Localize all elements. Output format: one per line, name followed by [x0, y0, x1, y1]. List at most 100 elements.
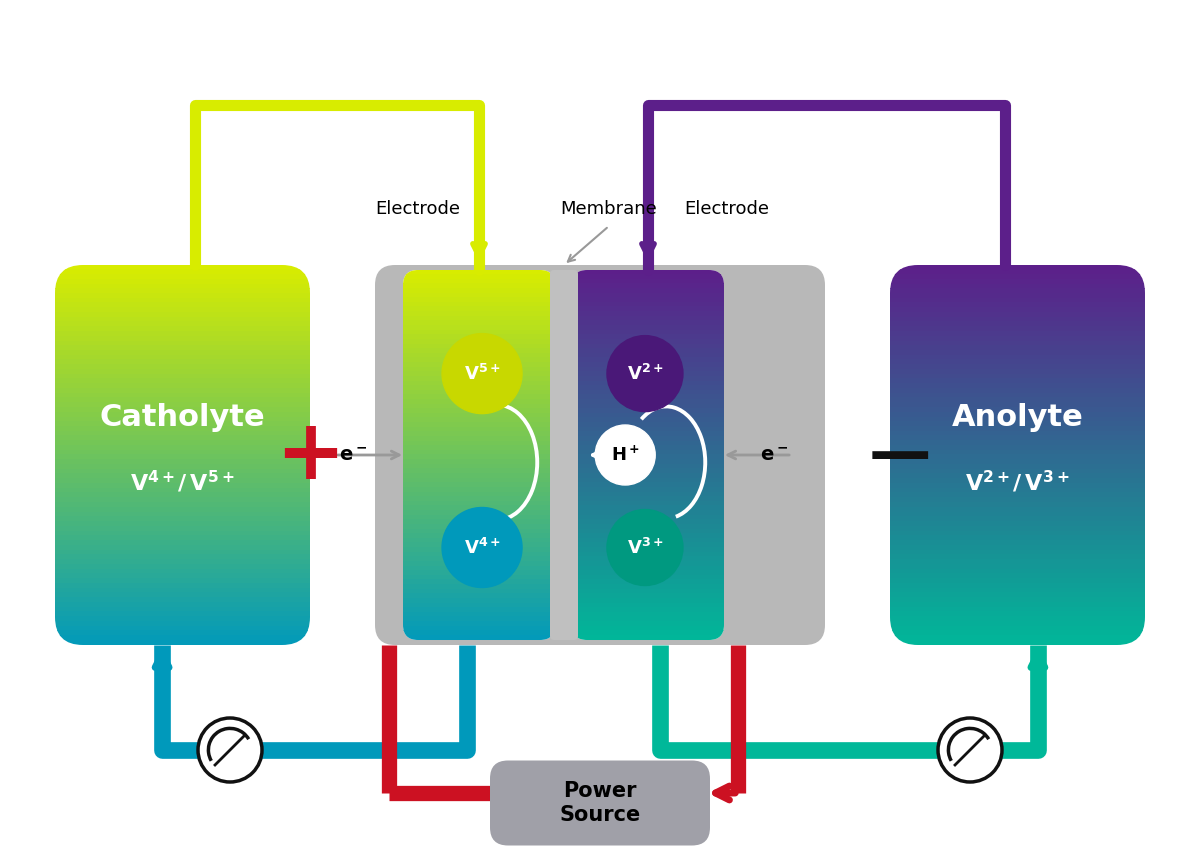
Bar — [55, 383, 310, 388]
Bar — [55, 284, 310, 289]
Bar — [572, 306, 724, 311]
Bar — [572, 588, 724, 593]
Bar — [890, 364, 1145, 369]
Bar — [403, 330, 554, 335]
Bar — [890, 398, 1145, 403]
Bar — [403, 519, 554, 524]
Text: +: + — [275, 415, 346, 496]
Bar — [572, 436, 724, 441]
Bar — [572, 528, 724, 534]
Text: Power
Source: Power Source — [559, 781, 641, 824]
Bar — [403, 385, 554, 390]
Bar — [55, 269, 310, 274]
Bar — [403, 603, 554, 608]
Bar — [890, 340, 1145, 345]
Bar — [890, 279, 1145, 284]
Bar — [55, 563, 310, 569]
Bar — [403, 557, 554, 562]
Bar — [572, 399, 724, 404]
Bar — [403, 394, 554, 399]
Bar — [403, 417, 554, 422]
Bar — [403, 463, 554, 469]
Text: Anolyte: Anolyte — [952, 403, 1084, 432]
Bar — [572, 408, 724, 413]
Bar — [572, 598, 724, 603]
Bar — [890, 402, 1145, 408]
Bar — [403, 325, 554, 330]
Bar — [55, 635, 310, 640]
Bar — [572, 440, 724, 445]
Bar — [403, 547, 554, 552]
Bar — [890, 550, 1145, 555]
Bar — [403, 348, 554, 353]
Text: $\mathbf{V^{4+}}$: $\mathbf{V^{4+}}$ — [463, 538, 500, 557]
Bar — [890, 563, 1145, 569]
Bar — [403, 611, 554, 616]
Bar — [403, 376, 554, 381]
Bar — [403, 580, 554, 585]
Text: $\mathbf{V^{5+}}$: $\mathbf{V^{5+}}$ — [463, 363, 500, 384]
Bar — [890, 640, 1145, 645]
Circle shape — [595, 425, 655, 485]
Bar — [403, 584, 554, 589]
Bar — [572, 459, 724, 464]
Bar — [572, 315, 724, 321]
Bar — [403, 473, 554, 478]
Bar — [890, 412, 1145, 417]
Bar — [890, 540, 1145, 545]
Bar — [403, 505, 554, 510]
Bar — [890, 336, 1145, 341]
Bar — [572, 611, 724, 616]
Bar — [403, 542, 554, 547]
Bar — [55, 435, 310, 440]
Bar — [890, 593, 1145, 598]
Bar — [55, 621, 310, 626]
FancyBboxPatch shape — [403, 270, 556, 640]
Bar — [55, 279, 310, 284]
Bar — [572, 330, 724, 335]
Bar — [403, 528, 554, 534]
Bar — [890, 626, 1145, 631]
Bar — [890, 492, 1145, 498]
Bar — [403, 510, 554, 515]
Bar — [403, 298, 554, 303]
Bar — [890, 487, 1145, 493]
Bar — [55, 364, 310, 369]
Bar — [403, 561, 554, 566]
Bar — [572, 505, 724, 510]
Bar — [55, 545, 310, 550]
Bar — [572, 283, 724, 288]
Bar — [55, 402, 310, 408]
Bar — [55, 412, 310, 417]
Bar — [55, 502, 310, 507]
Bar — [890, 450, 1145, 455]
Bar — [403, 626, 554, 631]
Text: Electrode: Electrode — [376, 200, 461, 218]
Bar — [55, 640, 310, 645]
Bar — [403, 362, 554, 367]
Bar — [572, 422, 724, 428]
Bar — [403, 283, 554, 288]
Bar — [403, 315, 554, 321]
Bar — [55, 355, 310, 360]
Text: $\mathbf{e^-}$: $\mathbf{e^-}$ — [760, 445, 788, 464]
Bar — [890, 435, 1145, 440]
Bar — [572, 362, 724, 367]
Bar — [890, 369, 1145, 374]
Bar — [55, 293, 310, 298]
Bar — [55, 321, 310, 327]
Bar — [890, 264, 1145, 269]
Bar — [403, 422, 554, 428]
Bar — [572, 510, 724, 515]
Bar — [572, 404, 724, 409]
Bar — [55, 369, 310, 374]
Bar — [890, 611, 1145, 616]
Bar — [572, 279, 724, 284]
Bar — [55, 327, 310, 332]
Bar — [890, 498, 1145, 503]
Text: —: — — [869, 425, 931, 485]
Bar — [572, 292, 724, 298]
Bar — [55, 416, 310, 422]
Bar — [55, 478, 310, 483]
Bar — [890, 327, 1145, 332]
